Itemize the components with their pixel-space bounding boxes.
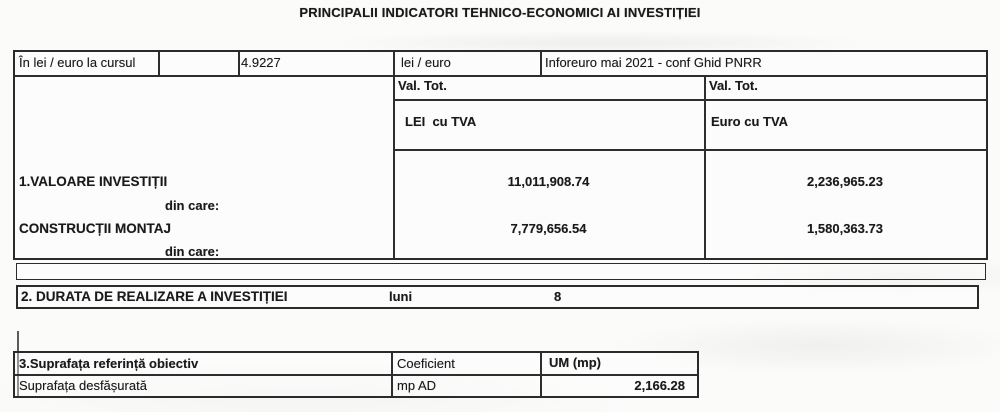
exchange-rate-unit: lei / euro [401,55,451,70]
constructii-row-label: CONSTRUCȚII MONTAJ [19,221,171,236]
table-line [15,374,697,376]
page-title: PRINCIPALII INDICATORI TEHNICO-ECONOMICI… [299,5,701,20]
euro-column-header: Euro cu TVA [711,114,789,129]
duration-value: 8 [554,289,562,304]
duration-unit: luni [389,289,413,304]
surface-row-label: Suprafața desfășurată [19,378,147,393]
table-line [540,52,542,75]
spacer-row [16,263,986,280]
constructii-lei-value: 7,779,656.54 [510,221,587,236]
din-care-label-2: din care: [165,244,220,259]
surface-table: 3.Suprafața referință obiectiv Coeficien… [13,351,699,398]
exchange-rate-label: În lei / euro la cursul [19,55,136,70]
surface-col-coefficient: Coeficient [397,356,455,371]
euro-valtot-header: Val. Tot. [709,78,758,93]
surface-row-value: 2,166.28 [634,378,685,393]
exchange-rate-source: Inforeuro mai 2021 - conf Ghid PNRR [545,55,762,70]
investment-euro-value: 2,236,965.23 [807,174,883,189]
investment-row-label: 1.VALOARE INVESTIȚII [19,174,168,189]
din-care-label-1: din care: [165,198,220,213]
table-line [393,99,986,101]
table-line [393,52,395,258]
duration-label: 2. DURATA DE REALIZARE A INVESTIȚIEI [21,289,288,304]
constructii-euro-value: 1,580,363.73 [807,221,883,236]
main-indicators-table: În lei / euro la cursul 4.9227 lei / eur… [13,50,988,260]
scan-line-artifact [17,331,19,397]
exchange-rate-value: 4.9227 [241,55,281,70]
investment-lei-value: 11,011,908.74 [507,174,590,189]
lei-valtot-header: Val. Tot. [398,78,447,93]
table-line [391,353,393,396]
table-line [540,353,542,396]
duration-table: 2. DURATA DE REALIZARE A INVESTIȚIEI lun… [16,285,979,309]
table-line [704,75,706,258]
surface-col-um: UM (mp) [549,355,601,370]
surface-title: 3.Suprafața referință obiectiv [19,356,199,371]
table-line [238,52,240,75]
table-line [158,52,160,75]
table-line [15,75,986,77]
table-line [393,149,986,151]
lei-column-header: LEI cu TVA [405,114,477,129]
surface-row-coefficient: mp AD [397,378,437,393]
